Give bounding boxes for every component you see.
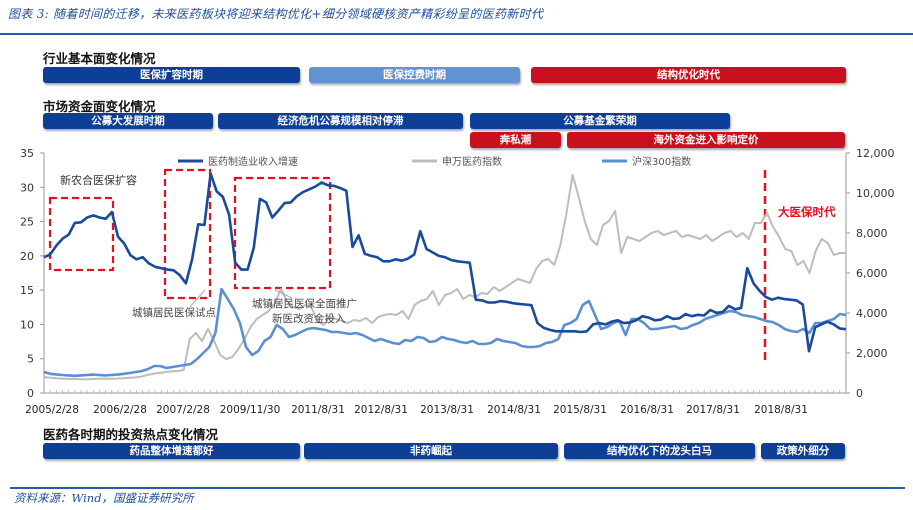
right-axis-tick: 2,000 <box>856 347 888 360</box>
chart-axes: 0 5 10 15 20 25 30 35 0 2,000 4,000 6,000 8,000 10,00… <box>20 147 895 416</box>
hotspots-section-title: 医药各时期的投资热点变化情况 <box>43 427 219 442</box>
x-axis-tick: 2015/8/31 <box>553 404 607 416</box>
capital-period-bar: 公募大发展时期 <box>43 113 213 129</box>
legend-label: 医药制造业收入增速 <box>208 155 298 168</box>
era-label: 大医保时代 <box>778 205 836 219</box>
source-note: 资料来源：Wind，国盛证券研究所 <box>14 491 194 505</box>
x-axis-tick: 2006/2/28 <box>93 404 147 416</box>
x-axis-tick: 2011/8/31 <box>291 404 345 416</box>
series-line <box>43 172 847 353</box>
left-axis-tick: 35 <box>20 147 34 160</box>
highlight-box <box>233 176 332 290</box>
highlight-box <box>163 168 212 300</box>
left-axis-tick: 0 <box>27 387 34 400</box>
x-axis-tick: 2014/8/31 <box>487 404 541 416</box>
left-axis-tick: 5 <box>27 353 34 366</box>
right-axis-tick: 6,000 <box>856 267 888 280</box>
x-axis-tick: 2007/2/28 <box>156 404 210 416</box>
hotspot-period-bar: 药品整体增速都好 <box>43 443 300 459</box>
x-axis-tick: 2018/8/31 <box>754 404 808 416</box>
right-axis-tick: 10,000 <box>856 187 895 200</box>
capital-subperiod-bar: 奔私潮 <box>470 132 561 148</box>
right-axis-tick: 8,000 <box>856 227 888 240</box>
x-axis-tick: 2013/8/31 <box>420 404 474 416</box>
hotspot-period-bar: 非药崛起 <box>304 443 558 459</box>
series-line <box>43 174 846 381</box>
line-chart: 0 5 10 15 20 25 30 35 0 2,000 4,000 6,000 8,000 10,00… <box>20 147 895 416</box>
x-axis-tick: 2009/11/30 <box>220 404 281 416</box>
industry-section-title: 行业基本面变化情况 <box>43 51 156 66</box>
left-axis-tick: 25 <box>20 216 34 229</box>
capital-period-bar: 经济危机公募规模相对停滞 <box>218 113 463 129</box>
x-axis-tick: 2005/2/28 <box>25 404 79 416</box>
left-axis-tick: 30 <box>20 181 34 194</box>
annotation-text: 新农合医保扩容 <box>60 173 137 187</box>
left-axis-tick: 20 <box>20 250 34 263</box>
figure-caption: 图表 3: 随着时间的迁移，未来医药板块将迎来结构优化+细分领域硬核资产精彩纷呈… <box>8 7 544 21</box>
x-axis-tick: 2012/8/31 <box>354 404 408 416</box>
annotation-text: 新医改资金投入 <box>272 312 346 325</box>
highlight-boxes <box>48 168 767 365</box>
industry-period-bar: 医保控费时期 <box>309 67 520 83</box>
hotspot-period-bar: 结构优化下的龙头白马 <box>564 443 755 459</box>
capital-section-title: 市场资金面变化情况 <box>43 99 156 114</box>
x-axis-tick: 2017/8/31 <box>686 404 740 416</box>
annotation-text: 城镇居民医保全面推广 <box>252 297 357 310</box>
bottom-rule <box>10 487 905 489</box>
left-axis-tick: 10 <box>20 318 34 331</box>
right-axis-tick: 12,000 <box>856 147 895 160</box>
highlight-box <box>48 196 115 272</box>
right-axis-tick: 0 <box>856 387 863 400</box>
chart-lines <box>43 172 847 381</box>
right-axis-tick: 4,000 <box>856 307 888 320</box>
industry-period-bar: 医保扩容时期 <box>43 67 300 83</box>
legend-label: 沪深300指数 <box>632 155 691 168</box>
legend-label: 申万医药指数 <box>442 155 502 168</box>
left-axis-tick: 15 <box>20 284 34 297</box>
top-rule <box>0 33 913 35</box>
hotspot-period-bar: 政策外细分 <box>761 443 845 459</box>
chart-legend: 医药制造业收入增速 申万医药指数 沪深300指数 <box>178 155 691 168</box>
series-line <box>43 287 847 378</box>
annotation-text: 城镇居民医保试点 <box>132 306 216 319</box>
capital-period-bar: 公募基金繁荣期 <box>470 113 730 129</box>
capital-subperiod-bar: 海外资金进入影响定价 <box>567 132 845 148</box>
x-axis-tick: 2016/8/31 <box>620 404 674 416</box>
industry-period-bar: 结构优化时代 <box>531 67 846 83</box>
